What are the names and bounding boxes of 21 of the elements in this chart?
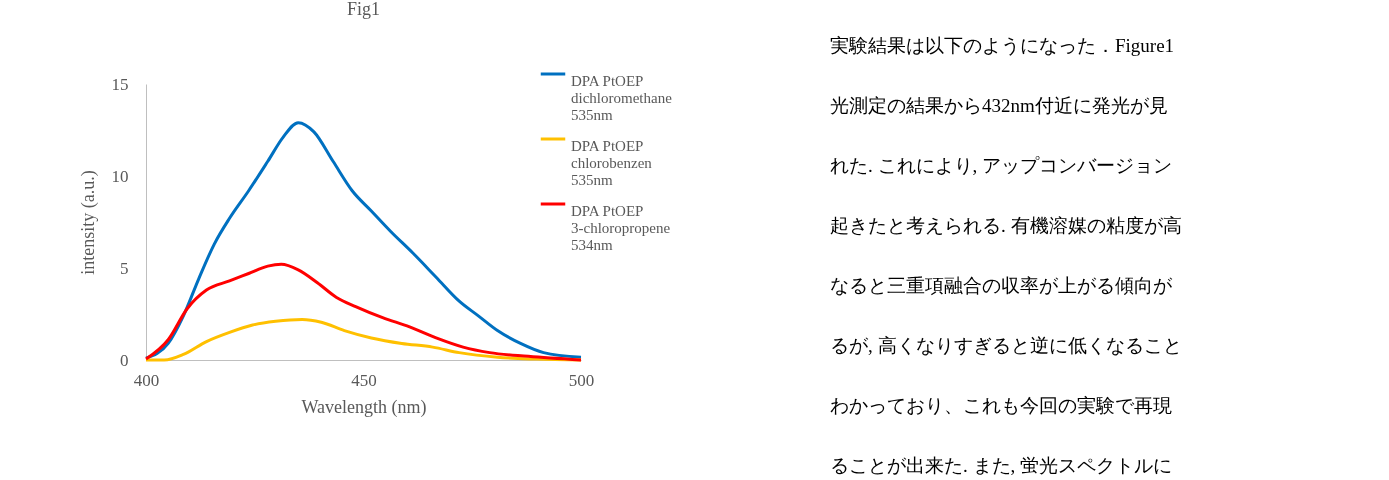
y-tick-label: 15	[111, 74, 129, 94]
y-tick-label: 0	[120, 350, 129, 370]
x-tick-label: 500	[568, 370, 595, 390]
text: 実験結果は以下のようになった．Figure1	[830, 35, 1175, 56]
text: 光測定の結果から432nm付近に発光が見	[830, 95, 1168, 116]
x-tick-label: 400	[133, 370, 160, 390]
text: 起きたと考えられる. 有機溶媒の粘度が高	[830, 215, 1182, 236]
legend-label: DPA PtOEP 3-chloropropene 534nm	[571, 203, 671, 253]
legend-label: DPA PtOEP chlorobenzen 535nm	[571, 138, 653, 188]
legend-label: DPA PtOEP dichloromethane 535nm	[571, 73, 673, 123]
text: ることが出来た. また, 蛍光スペクトルに	[830, 455, 1172, 476]
y-tick-label: 10	[111, 166, 129, 186]
x-axis-title: Wavelength (nm)	[301, 396, 427, 418]
chart-title: Fig1	[346, 0, 381, 19]
text: れた. これにより, アップコンバージョン	[830, 155, 1172, 176]
y-tick-label: 5	[120, 258, 129, 278]
text: わかっており、これも今回の実験で再現	[830, 395, 1172, 416]
text: るが, 高くなりすぎると逆に低くなること	[830, 335, 1182, 356]
x-tick-label: 450	[351, 370, 377, 390]
text: なると三重項融合の収率が上がる傾向が	[830, 275, 1173, 296]
y-axis-title: intensity (a.u.)	[77, 170, 99, 275]
